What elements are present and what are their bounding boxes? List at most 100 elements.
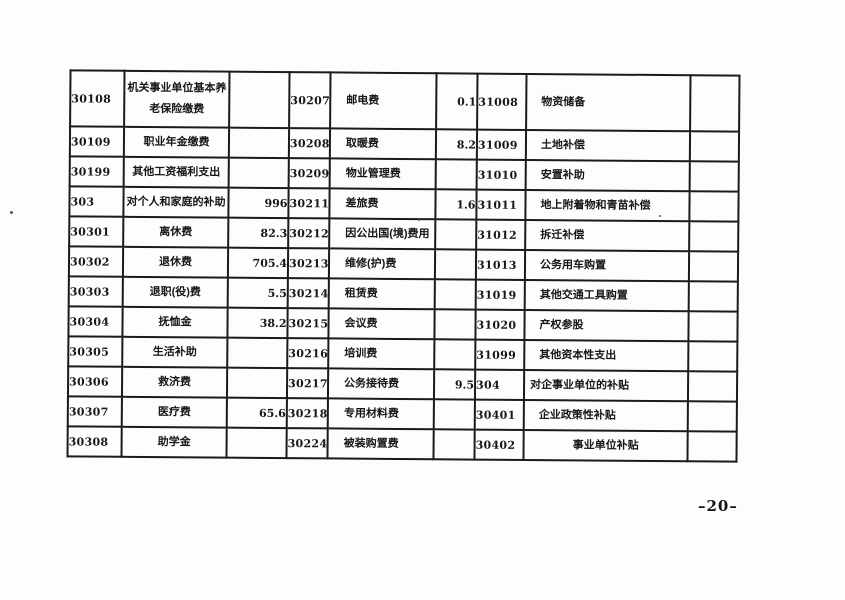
- scan-speck: [659, 215, 661, 217]
- code-cell: 30402: [474, 429, 524, 460]
- name-cell: 维修(护)费: [328, 248, 436, 280]
- name-cell: 差旅费: [329, 188, 436, 220]
- amount-cell: 5.5: [227, 277, 288, 309]
- code-cell: 30307: [67, 396, 122, 427]
- code-cell: 30303: [68, 276, 123, 307]
- amount-cell: [688, 341, 738, 372]
- code-cell: 31099: [475, 339, 525, 370]
- name-cell: 安置补助: [525, 159, 690, 192]
- amount-cell: 9.5: [433, 369, 476, 400]
- name-cell: 邮电费: [330, 72, 437, 130]
- amount-cell: 65.6: [226, 397, 287, 429]
- amount-cell: [228, 127, 290, 159]
- name-cell: 退职(役)费: [122, 276, 228, 308]
- scan-speck: [418, 219, 420, 221]
- name-cell: 事业单位补贴: [523, 429, 688, 462]
- name-cell: 物业管理费: [329, 158, 436, 190]
- code-cell: 30208: [288, 128, 331, 159]
- name-cell: 退休费: [122, 246, 229, 278]
- name-cell: 救济费: [121, 366, 228, 398]
- scanned-table-wrapper: 30108 机关事业单位基本养老保险缴费 30207 邮电费 0.1 31008 物资储备 3…: [66, 69, 740, 462]
- amount-cell: [689, 191, 739, 222]
- name-cell: 因公出国(境)费用: [329, 218, 436, 250]
- amount-cell: [226, 427, 287, 459]
- code-cell: 30301: [69, 216, 124, 247]
- table-row: 30108 机关事业单位基本养老保险缴费 30207 邮电费 0.1 31008 物资储备: [70, 70, 740, 132]
- code-cell: 30209: [288, 158, 330, 189]
- amount-cell: [434, 339, 476, 370]
- code-cell: 30401: [474, 399, 524, 430]
- amount-cell: [435, 219, 477, 250]
- code-cell: 31013: [475, 249, 526, 280]
- code-cell: 31012: [476, 219, 526, 250]
- name-cell: 抚恤金: [122, 306, 228, 338]
- code-cell: 31019: [475, 279, 525, 310]
- code-cell: 31020: [475, 309, 525, 340]
- code-cell: 30216: [287, 338, 329, 369]
- name-cell: 公务用车购置: [524, 249, 690, 282]
- amount-cell: 1.6: [435, 189, 477, 220]
- code-cell: 31009: [476, 129, 527, 160]
- code-cell: 304: [474, 369, 525, 400]
- scan-speck: [10, 211, 13, 214]
- code-cell: 30308: [67, 426, 122, 457]
- amount-cell: [228, 157, 289, 189]
- amount-cell: [434, 279, 476, 310]
- name-cell: 对个人和家庭的补助: [123, 186, 229, 218]
- name-cell: 职业年金缴费: [123, 126, 230, 158]
- name-cell: 其他资本性支出: [524, 339, 689, 372]
- amount-cell: [687, 431, 737, 462]
- code-cell: 30306: [67, 366, 123, 397]
- name-cell: 离休费: [123, 216, 229, 248]
- amount-cell: [688, 281, 738, 312]
- page-number: –20–: [698, 497, 738, 515]
- name-cell: 专用材料费: [327, 398, 434, 430]
- code-cell: 30217: [286, 368, 329, 399]
- amount-cell: [434, 249, 477, 280]
- name-cell: 助学金: [121, 426, 227, 458]
- amount-cell: [688, 251, 739, 282]
- code-cell: 31010: [476, 159, 526, 190]
- amount-cell: [434, 309, 476, 340]
- name-cell: 拆迁补偿: [525, 219, 690, 252]
- code-cell: 30224: [286, 428, 328, 459]
- name-cell: 地上附着物和青苗补偿: [525, 189, 690, 222]
- amount-cell: [227, 337, 288, 369]
- amount-cell: [690, 75, 740, 132]
- name-cell: 机关事业单位基本养老保险缴费: [124, 70, 230, 128]
- code-cell: 303: [69, 186, 124, 217]
- amount-cell: [433, 429, 475, 460]
- name-cell: 培训费: [328, 338, 435, 370]
- code-cell: 30214: [287, 278, 329, 309]
- amount-cell: [433, 399, 475, 430]
- amount-cell: [687, 371, 738, 402]
- amount-cell: 0.1: [436, 73, 478, 130]
- name-cell: 对企事业单位的补贴: [523, 369, 689, 402]
- code-cell: 31008: [477, 73, 527, 130]
- amount-cell: [226, 367, 288, 399]
- amount-cell: 82.3: [228, 217, 289, 249]
- name-cell: 生活补助: [122, 336, 228, 368]
- amount-cell: [689, 221, 739, 252]
- name-cell: 医疗费: [121, 396, 227, 428]
- code-cell: 31011: [476, 189, 526, 220]
- code-cell: 30108: [70, 70, 125, 127]
- name-cell: 物资储备: [526, 73, 691, 132]
- name-cell: 其他交通工具购置: [524, 279, 689, 312]
- amount-cell: [689, 131, 740, 162]
- table-row: 30308 助学金 30224 被装购置费 30402 事业单位补贴: [67, 426, 737, 462]
- amount-cell: [689, 161, 739, 192]
- code-cell: 30304: [68, 306, 123, 337]
- budget-table-body: 30108 机关事业单位基本养老保险缴费 30207 邮电费 0.1 31008 物资储备 3…: [67, 70, 740, 462]
- name-cell: 租赁费: [328, 278, 435, 310]
- name-cell: 公务接待费: [327, 368, 435, 400]
- amount-cell: [688, 311, 738, 342]
- code-cell: 30305: [68, 336, 123, 367]
- amount-cell: 8.2: [435, 129, 478, 160]
- code-cell: 30207: [289, 72, 331, 129]
- code-cell: 30302: [68, 246, 124, 277]
- amount-cell: 705.4: [227, 247, 289, 279]
- amount-cell: [229, 71, 290, 129]
- code-cell: 30215: [287, 308, 329, 339]
